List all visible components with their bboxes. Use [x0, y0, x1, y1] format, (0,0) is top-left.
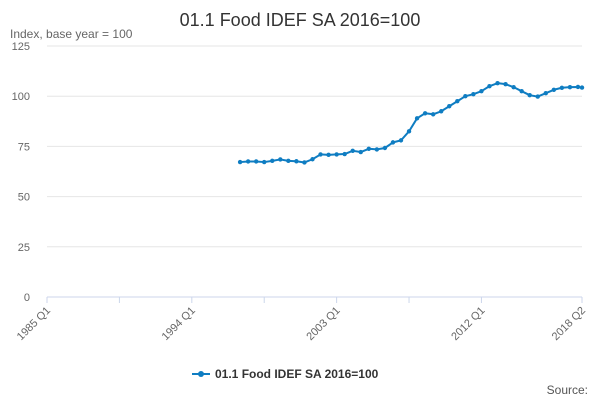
data-point: [447, 104, 452, 109]
legend[interactable]: 01.1 Food IDEF SA 2016=100: [192, 367, 379, 381]
x-tick-labels: 1985 Q1 1994 Q1 2003 Q1 2012 Q1 2018 Q2: [15, 305, 588, 343]
x-tick-label: 1985 Q1: [15, 305, 53, 343]
data-point: [430, 112, 436, 117]
data-point: [511, 84, 516, 90]
data-point: [237, 159, 243, 165]
data-point: [422, 111, 428, 116]
data-point: [286, 158, 291, 164]
y-axis-label: Index, base year = 100: [10, 27, 133, 41]
data-point: [326, 152, 331, 158]
y-tick-label: 50: [18, 192, 30, 204]
data-point: [543, 90, 548, 96]
data-point: [262, 159, 267, 165]
data-point: [579, 85, 585, 90]
data-point: [374, 147, 380, 152]
data-point: [559, 85, 565, 90]
data-point: [278, 157, 283, 162]
data-point: [366, 146, 372, 152]
data-point: [294, 159, 299, 164]
series-layer: [237, 80, 585, 165]
data-point: [471, 91, 476, 97]
data-point: [495, 80, 500, 86]
data-point: [535, 94, 540, 99]
data-point: [334, 152, 339, 157]
data-point: [245, 159, 251, 164]
data-point: [479, 88, 484, 94]
y-tick-label: 75: [18, 141, 30, 153]
data-point: [487, 83, 492, 89]
y-tick-label: 0: [24, 292, 30, 304]
data-point: [575, 84, 581, 90]
data-point: [342, 151, 347, 157]
x-tick-label: 2003 Q1: [304, 305, 342, 343]
data-point: [253, 159, 259, 164]
y-tick-label: 125: [12, 41, 30, 53]
source-label[interactable]: Source:: [547, 383, 588, 397]
data-point: [519, 88, 524, 94]
chart-title: 01.1 Food IDEF SA 2016=100: [180, 10, 421, 30]
data-point: [439, 109, 444, 114]
data-point: [406, 129, 412, 134]
y-tick-labels: 0 25 50 75 100 125: [12, 41, 30, 304]
data-point: [358, 149, 363, 155]
x-tick-label: 2018 Q2: [550, 305, 588, 343]
legend-marker: [198, 371, 204, 377]
data-point: [503, 81, 508, 87]
x-tick-label: 1994 Q1: [160, 305, 198, 343]
data-point: [302, 160, 307, 165]
data-point: [527, 92, 532, 98]
x-tick-label: 2012 Q1: [449, 305, 487, 343]
data-point: [350, 148, 355, 154]
data-point: [318, 152, 323, 157]
y-tick-label: 100: [12, 91, 30, 103]
y-tick-label: 25: [18, 242, 30, 254]
data-point: [463, 94, 468, 99]
data-point: [414, 116, 420, 121]
data-point: [382, 145, 388, 151]
data-point: [455, 99, 460, 104]
data-point: [390, 140, 396, 145]
data-point: [310, 157, 315, 162]
legend-label: 01.1 Food IDEF SA 2016=100: [215, 367, 379, 381]
data-point: [398, 138, 404, 143]
data-point: [567, 84, 573, 90]
data-point: [551, 87, 557, 92]
grid-lines: [46, 45, 583, 303]
data-point: [270, 158, 275, 164]
